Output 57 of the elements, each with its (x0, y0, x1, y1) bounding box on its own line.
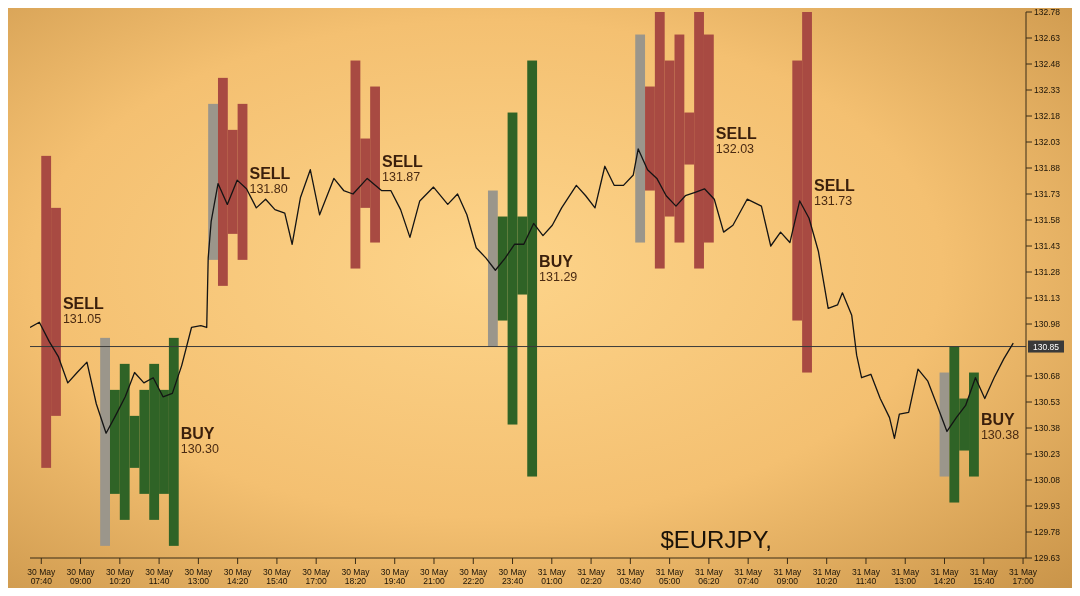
x-tick-label: 31 May 09:00 (773, 567, 803, 586)
x-tick-label: 30 May 11:40 (145, 567, 174, 586)
y-tick-label: 131.88 (1034, 163, 1061, 174)
y-tick-label: 130.53 (1034, 397, 1061, 408)
x-tick-label: 30 May 21:00 (420, 567, 449, 586)
x-tick-label: 30 May 22:20 (459, 567, 488, 586)
x-tick-label: 30 May 10:20 (105, 567, 135, 586)
x-tick-label: 31 May 13:00 (891, 567, 920, 586)
annotation: $EURJPY, (660, 526, 772, 554)
y-tick-label: 129.63 (1034, 553, 1061, 564)
x-tick-label: 31 May 15:40 (969, 567, 999, 586)
y-tick-label: 132.33 (1034, 85, 1061, 96)
annotation: BUY 131.29 (539, 253, 578, 285)
y-tick-label: 131.43 (1034, 241, 1061, 252)
x-tick-label: 31 May 11:40 (852, 567, 881, 586)
y-tick-label: 132.18 (1034, 111, 1061, 122)
y-tick-label: 131.73 (1034, 189, 1061, 200)
x-tick-label: 30 May 13:00 (184, 567, 214, 586)
x-tick-label: 30 May 23:40 (498, 567, 528, 586)
x-tick-label: 31 May 06:20 (694, 567, 724, 586)
y-tick-label: 129.78 (1034, 527, 1061, 538)
y-tick-label: 129.93 (1034, 501, 1061, 512)
annotation: SELL 132.03 (715, 125, 757, 156)
x-tick-label: 31 May 01:00 (537, 567, 567, 586)
ref-line-label: 130.85 (1033, 341, 1060, 352)
annotation: SELL 131.87 (382, 152, 424, 184)
annotation: SELL 131.73 (813, 177, 856, 208)
x-tick-label: 31 May 17:00 (1009, 567, 1038, 586)
x-tick-label: 30 May 19:40 (380, 567, 410, 586)
x-tick-label: 30 May 15:40 (262, 567, 292, 586)
annotation: BUY 130.38 (980, 411, 1020, 442)
x-tick-label: 30 May 07:40 (27, 567, 56, 586)
x-tick-label: 30 May 14:20 (223, 567, 253, 586)
x-tick-label: 31 May 14:20 (930, 567, 960, 586)
x-tick-label: 30 May 17:00 (302, 567, 331, 586)
x-tick-label: 31 May 02:20 (577, 567, 606, 586)
x-tick-label: 31 May 07:40 (734, 567, 763, 586)
y-tick-label: 132.78 (1034, 7, 1061, 18)
y-tick-label: 130.08 (1034, 475, 1061, 486)
x-tick-label: 31 May 10:20 (812, 567, 842, 586)
y-tick-label: 130.23 (1034, 449, 1061, 460)
annotation: SELL 131.80 (249, 164, 291, 196)
x-tick-label: 31 May 05:00 (655, 567, 685, 586)
y-tick-label: 131.58 (1034, 215, 1061, 226)
annotation: BUY 130.30 (180, 424, 220, 456)
y-tick-label: 131.13 (1034, 293, 1061, 304)
y-tick-label: 132.63 (1034, 33, 1061, 44)
x-tick-label: 30 May 18:20 (341, 567, 371, 586)
y-tick-label: 130.98 (1034, 319, 1061, 330)
y-tick-label: 131.28 (1034, 267, 1061, 278)
annotation: SELL 131.05 (62, 294, 105, 326)
y-tick-label: 130.38 (1034, 423, 1061, 434)
x-tick-label: 31 May 03:40 (616, 567, 646, 586)
y-tick-label: 130.68 (1034, 371, 1061, 382)
x-tick-label: 30 May 09:00 (66, 567, 96, 586)
y-tick-label: 132.48 (1034, 59, 1061, 70)
y-tick-label: 132.03 (1034, 137, 1061, 148)
